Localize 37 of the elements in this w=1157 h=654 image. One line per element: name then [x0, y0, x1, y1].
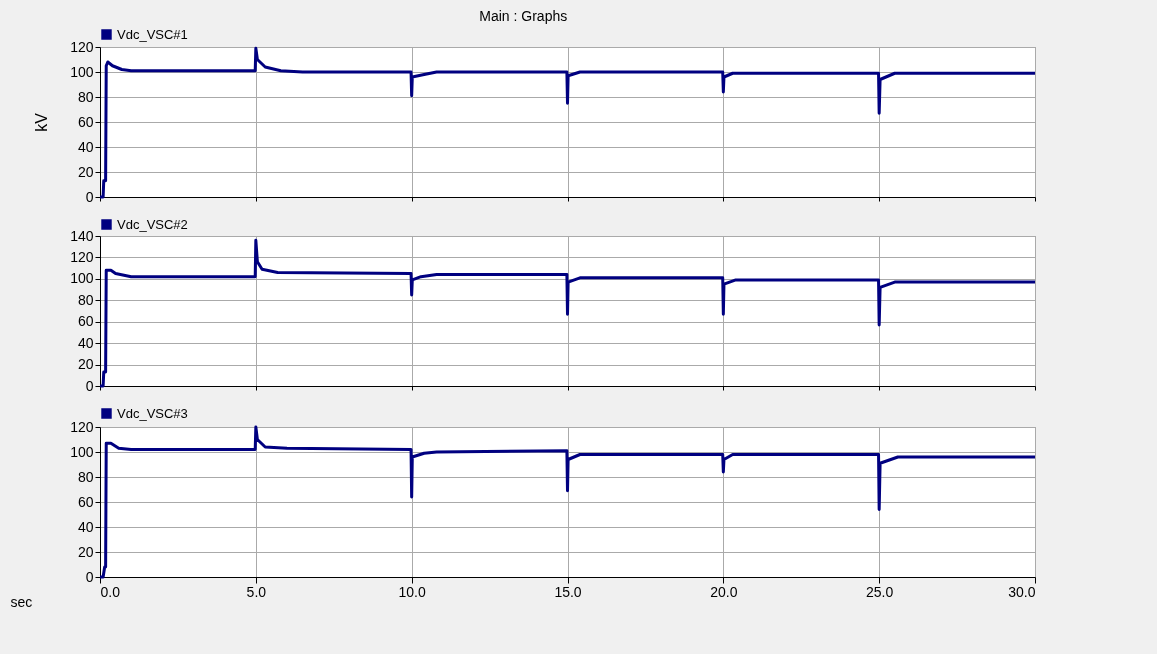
legend-label: Vdc_VSC#3 — [117, 405, 188, 421]
y-tick-label: 100 — [70, 270, 94, 287]
y-tick-label: 120 — [70, 38, 94, 55]
y-tick-label: 100 — [70, 443, 94, 460]
chart-title: Main : Graphs — [479, 7, 568, 24]
y-tick-label: 80 — [77, 291, 94, 308]
legend-label: Vdc_VSC#2 — [117, 216, 188, 232]
x-tick-label: 15.0 — [554, 583, 582, 600]
x-tick-label: 30.0 — [1008, 583, 1036, 600]
y-tick-label: 20 — [77, 543, 94, 560]
y-tick-label: 0 — [85, 377, 94, 394]
y-tick-label: 140 — [70, 227, 94, 244]
y-tick-label: 40 — [77, 138, 94, 155]
y-tick-label: 120 — [70, 418, 94, 435]
y-tick-label: 100 — [70, 63, 94, 80]
x-axis-title: sec — [10, 593, 33, 610]
y-tick-label: 40 — [77, 334, 94, 351]
line-series — [98, 238, 1037, 388]
y-tick-label: 40 — [77, 518, 94, 535]
y-tick-label: 60 — [77, 493, 94, 510]
y-tick-label: 80 — [77, 88, 94, 105]
y-tick-label: 0 — [85, 188, 94, 205]
y-tick-label: 60 — [77, 113, 94, 130]
legend-label: Vdc_VSC#1 — [117, 26, 188, 42]
y-tick-label: 20 — [77, 356, 94, 373]
y-tick-label: 60 — [77, 313, 94, 330]
line-series — [98, 46, 1037, 199]
x-tick-label: 10.0 — [398, 583, 426, 600]
y-tick-label: 80 — [77, 468, 94, 485]
x-tick-label: 0.0 — [100, 583, 121, 600]
y-tick-label: 120 — [70, 248, 94, 265]
x-tick-label: 25.0 — [866, 583, 894, 600]
y-tick-label: 0 — [85, 568, 94, 585]
x-tick-label: 20.0 — [710, 583, 738, 600]
x-tick-label: 5.0 — [246, 583, 267, 600]
y-axis-title: kV — [33, 112, 51, 132]
y-tick-label: 20 — [77, 163, 94, 180]
